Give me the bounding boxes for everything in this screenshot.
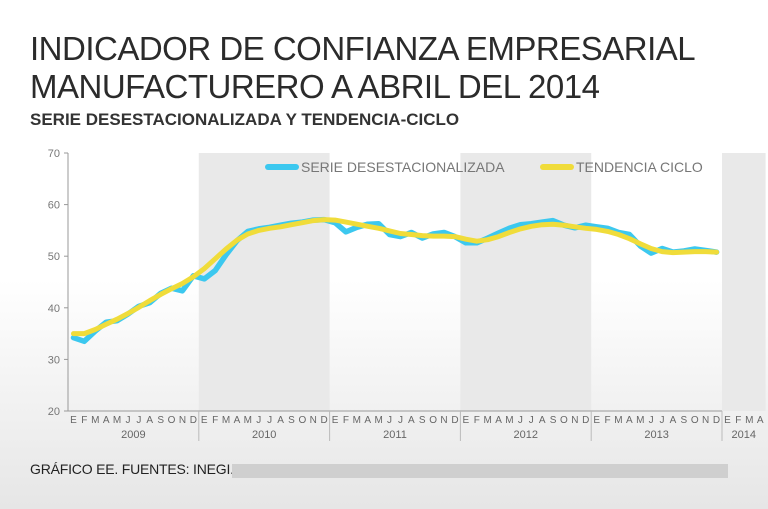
y-tick-label: 40 — [48, 303, 60, 315]
series-line-desestacionalizada — [70, 216, 720, 345]
x-month-label: O — [429, 415, 437, 426]
x-month-label: M — [374, 415, 382, 426]
x-month-label: N — [702, 415, 709, 426]
x-month-label: E — [201, 415, 208, 426]
x-month-label: M — [113, 415, 121, 426]
y-tick-label: 60 — [48, 200, 60, 212]
x-month-label: O — [168, 415, 176, 426]
x-month-label: M — [222, 415, 230, 426]
x-month-label: D — [190, 415, 197, 426]
x-year-label-2014: 2014 — [732, 429, 756, 441]
x-year-label-2012: 2012 — [514, 429, 538, 441]
x-month-label: O — [560, 415, 568, 426]
year-band-2010 — [198, 153, 330, 411]
x-month-label: A — [670, 415, 677, 426]
x-year-label-2013: 2013 — [644, 429, 668, 441]
x-month-label: D — [321, 415, 328, 426]
y-tick-label: 50 — [48, 251, 60, 263]
x-month-label: M — [614, 415, 622, 426]
x-month-label: M — [505, 415, 513, 426]
x-month-label: F — [212, 415, 218, 426]
x-month-label: J — [125, 415, 130, 426]
x-month-label: M — [91, 415, 99, 426]
year-band-2012 — [460, 153, 592, 411]
year-band-2014 — [722, 153, 766, 411]
x-month-label: N — [310, 415, 317, 426]
legend-tendencia-ciclo-label: TENDENCIA CICLO — [576, 159, 703, 175]
x-month-label: E — [724, 415, 731, 426]
x-month-label: J — [387, 415, 392, 426]
x-month-label: J — [660, 415, 665, 426]
legend-serie-desestacionalizada-label: SERIE DESESTACIONALIZADA — [301, 159, 505, 175]
x-year-label-2011: 2011 — [383, 429, 407, 441]
x-month-label: A — [234, 415, 241, 426]
x-month-label: N — [179, 415, 186, 426]
x-month-label: S — [419, 415, 426, 426]
x-month-label: J — [256, 415, 261, 426]
x-month-label: A — [146, 415, 153, 426]
x-month-label: S — [157, 415, 164, 426]
x-month-label: A — [757, 415, 764, 426]
source-note: GRÁFICO EE. FUENTES: INEGI. — [30, 461, 234, 477]
x-month-label: A — [626, 415, 633, 426]
chart-subtitle: SERIE DESESTACIONALIZADA Y TENDENCIA-CIC… — [30, 110, 460, 129]
y-tick-label: 30 — [48, 354, 60, 366]
y-tick-label: 70 — [48, 148, 60, 160]
x-month-label: S — [288, 415, 295, 426]
x-month-label: O — [298, 415, 306, 426]
x-month-label: E — [593, 415, 600, 426]
x-month-label: E — [70, 415, 77, 426]
x-month-label: M — [353, 415, 361, 426]
x-year-label-2010: 2010 — [252, 429, 276, 441]
y-tick-label: 20 — [48, 406, 60, 418]
x-month-label: J — [267, 415, 272, 426]
x-month-label: S — [681, 415, 688, 426]
x-month-label: F — [343, 415, 349, 426]
x-month-label: J — [529, 415, 534, 426]
source-redaction-bar — [232, 464, 728, 478]
x-month-label: N — [440, 415, 447, 426]
x-month-label: S — [550, 415, 557, 426]
chart-title: INDICADOR DE CONFIANZA EMPRESARIAL MANUF… — [30, 30, 696, 106]
x-month-label: E — [463, 415, 470, 426]
x-month-label: F — [735, 415, 741, 426]
chart-title-line-1: INDICADOR DE CONFIANZA EMPRESARIAL — [30, 30, 696, 67]
x-month-label: A — [364, 415, 371, 426]
x-month-label: N — [571, 415, 578, 426]
x-month-label: M — [244, 415, 252, 426]
x-month-label: F — [474, 415, 480, 426]
x-month-label: A — [539, 415, 546, 426]
x-month-label: M — [745, 415, 753, 426]
x-year-label-2009: 2009 — [121, 429, 145, 441]
x-month-label: F — [604, 415, 610, 426]
x-month-label: J — [398, 415, 403, 426]
x-month-label: M — [636, 415, 644, 426]
x-month-label: D — [451, 415, 458, 426]
x-month-label: M — [483, 415, 491, 426]
chart-title-line-2: MANUFACTURERO A ABRIL DEL 2014 — [30, 68, 600, 105]
x-month-label: A — [277, 415, 284, 426]
x-month-label: O — [691, 415, 699, 426]
x-month-label: D — [713, 415, 720, 426]
x-month-label: J — [649, 415, 654, 426]
x-month-label: F — [81, 415, 87, 426]
x-month-label: J — [136, 415, 141, 426]
x-month-label: E — [332, 415, 339, 426]
x-month-label: D — [582, 415, 589, 426]
x-month-label: J — [518, 415, 523, 426]
series-line-tendencia-ciclo — [71, 217, 720, 337]
x-month-label: A — [495, 415, 502, 426]
x-month-label: A — [103, 415, 110, 426]
x-month-label: A — [408, 415, 415, 426]
